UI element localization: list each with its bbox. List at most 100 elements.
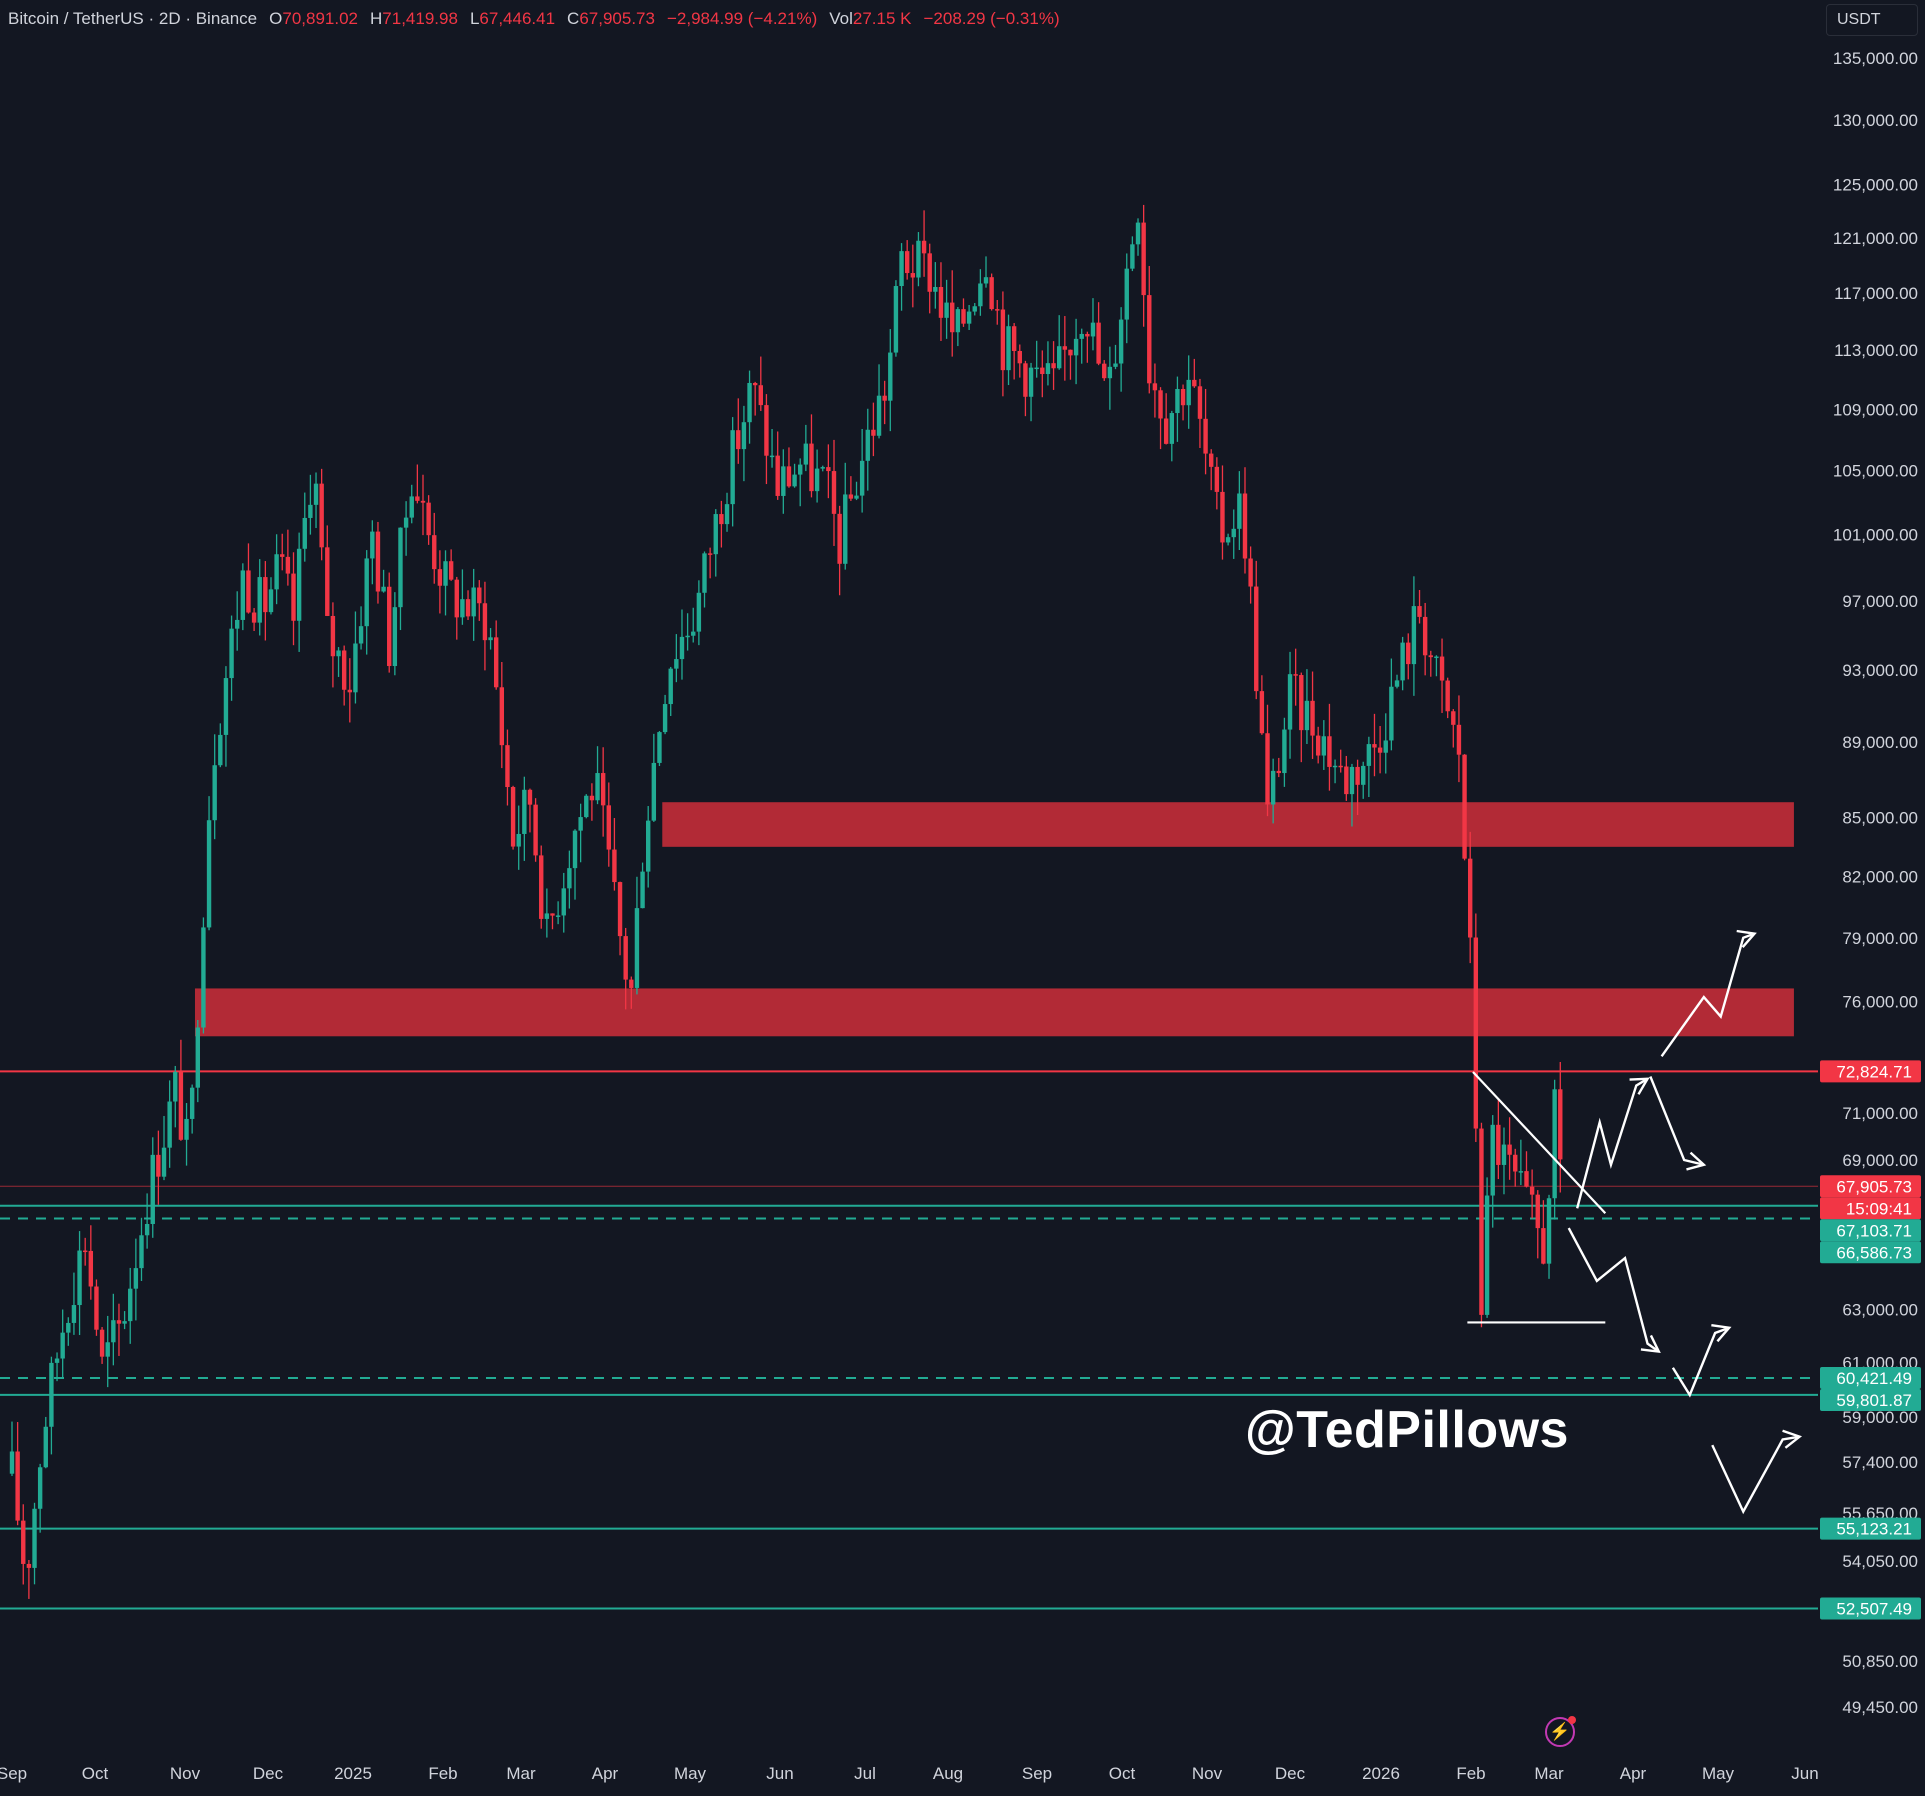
candle-body: [736, 430, 741, 450]
x-tick-label: Apr: [1620, 1764, 1647, 1783]
y-tick-label: 89,000.00: [1842, 733, 1918, 752]
resistance-zone: [194, 988, 1794, 1037]
candle-body: [1017, 350, 1022, 364]
candle-body: [510, 787, 516, 847]
projection-path: [1567, 1227, 1660, 1353]
candle-body: [1259, 691, 1265, 734]
candle-body: [826, 467, 831, 472]
candle-body: [550, 913, 555, 916]
candle-body: [1473, 937, 1479, 1129]
candle-body: [1366, 744, 1372, 766]
candle-body: [966, 311, 972, 324]
candle-body: [212, 765, 217, 821]
candle-body: [1045, 363, 1051, 375]
candle-body: [364, 558, 369, 627]
y-tick-label: 71,000.00: [1842, 1104, 1918, 1123]
notification-dot: [1568, 1716, 1576, 1724]
candle-body: [651, 762, 657, 821]
candle-body: [859, 460, 865, 496]
candle-body: [741, 422, 747, 450]
candle-body: [319, 483, 324, 548]
price-badge-label: 59,801.87: [1836, 1391, 1912, 1410]
candle-body: [499, 687, 505, 746]
candle-body: [516, 833, 521, 847]
candle-body: [595, 773, 600, 801]
candle-body: [775, 455, 780, 496]
projection-path: [1649, 1076, 1705, 1166]
candle-body: [1332, 765, 1338, 768]
candle-body: [1248, 558, 1253, 587]
candle-body: [584, 795, 589, 818]
candle-body: [1079, 333, 1084, 339]
candle-body: [623, 936, 628, 980]
currency-selector[interactable]: USDT: [1826, 4, 1918, 36]
y-tick-label: 69,000.00: [1842, 1151, 1918, 1170]
candle-body: [606, 805, 611, 850]
candle-body: [691, 631, 696, 636]
candle-body: [1073, 338, 1079, 356]
candle-body: [668, 668, 673, 705]
candle-body: [201, 927, 206, 1028]
close-label: C: [567, 9, 580, 28]
candle-body: [1040, 367, 1045, 375]
candle-body: [657, 732, 662, 763]
candle-body: [235, 619, 240, 629]
candle-body: [1406, 642, 1411, 665]
y-tick-label: 76,000.00: [1842, 992, 1918, 1011]
candle-body: [702, 553, 707, 593]
candle-body: [1034, 367, 1039, 370]
candle-body: [533, 804, 538, 856]
candle-body: [792, 474, 797, 487]
candle-body: [111, 1320, 116, 1343]
candle-body: [1411, 606, 1417, 665]
candle-body: [1467, 858, 1473, 938]
candle-body: [308, 504, 313, 518]
candle-body: [820, 467, 825, 469]
flash-icon[interactable]: ⚡: [1545, 1716, 1576, 1747]
candle-body: [747, 382, 752, 423]
y-tick-label: 121,000.00: [1833, 229, 1918, 248]
candle-body: [617, 882, 623, 937]
candle-body: [1068, 349, 1073, 356]
price-badge: [1820, 1197, 1921, 1220]
candle-body: [1062, 346, 1068, 350]
x-tick-label: Apr: [592, 1764, 619, 1783]
candle-body: [26, 1563, 32, 1568]
candle-body: [989, 277, 994, 310]
candle-body: [612, 849, 617, 883]
candle-body: [1355, 766, 1360, 785]
candle-body: [910, 273, 916, 278]
candle-body: [358, 626, 364, 644]
candle-body: [781, 466, 786, 496]
candle-body: [696, 592, 702, 632]
volume-label: Vol: [829, 9, 853, 28]
candle-body: [280, 554, 285, 557]
candle-body: [1254, 586, 1259, 692]
low-label: L: [469, 9, 480, 28]
price-badge-label: 15:09:41: [1846, 1199, 1912, 1218]
candle-body: [786, 466, 792, 487]
candle-body: [1445, 680, 1450, 712]
symbol-title[interactable]: Bitcoin / TetherUS · 2D · Binance: [8, 9, 258, 28]
candle-body: [37, 1467, 43, 1509]
candle-body: [325, 547, 330, 616]
candle-body: [353, 643, 358, 693]
candle-body: [437, 569, 443, 586]
x-tick-label: Jul: [854, 1764, 876, 1783]
price-badge: [1820, 1366, 1921, 1389]
candle-body: [448, 561, 454, 580]
price-badge-label: 72,824.71: [1836, 1062, 1912, 1081]
candle-body: [1428, 655, 1433, 658]
candle-body: [1158, 390, 1163, 419]
candle-body: [49, 1362, 54, 1427]
y-tick-label: 105,000.00: [1833, 462, 1918, 481]
watermark-text: @TedPillows: [1245, 1401, 1569, 1459]
change-value: −2,984.99 (−4.21%): [666, 9, 818, 28]
candle-body: [330, 615, 336, 657]
candle-body: [769, 455, 775, 458]
candle-body: [634, 908, 640, 988]
candle-body: [291, 573, 296, 621]
candle-body: [1321, 736, 1327, 756]
